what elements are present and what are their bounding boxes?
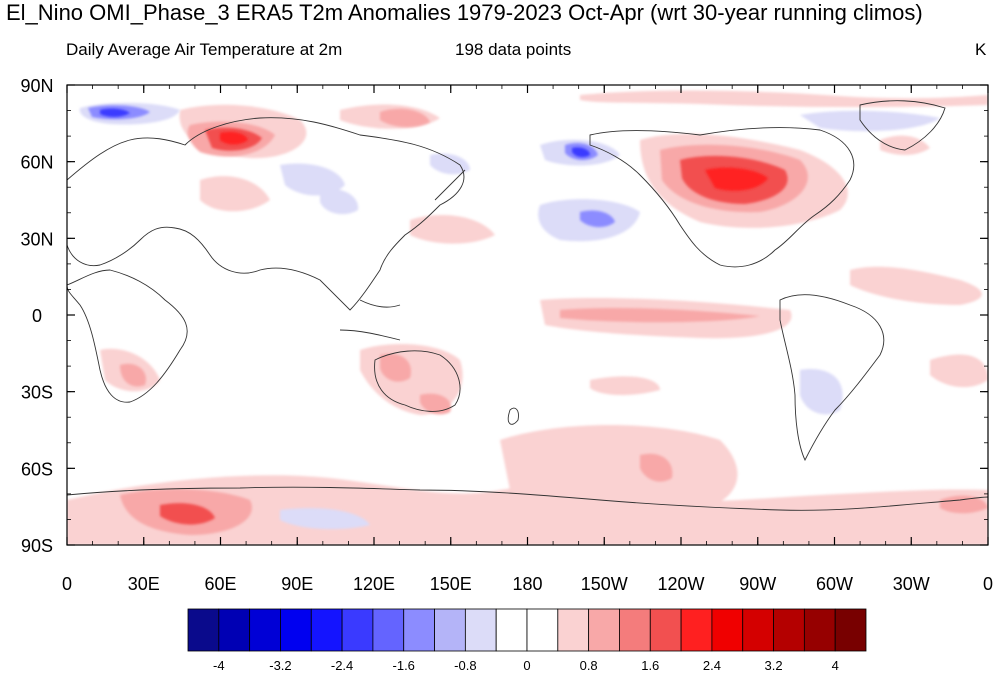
lat-label: 0 bbox=[32, 306, 42, 326]
lat-label: 30N bbox=[20, 229, 53, 249]
lon-label: 60E bbox=[204, 574, 236, 594]
colorbar-label: 2.4 bbox=[703, 658, 721, 673]
lat-label: 60S bbox=[21, 459, 53, 479]
colorbar-box bbox=[526, 608, 559, 652]
lon-label: 150W bbox=[581, 574, 628, 594]
colorbar-label: -1.6 bbox=[393, 658, 415, 673]
colorbar-box bbox=[464, 608, 497, 652]
colorbar-box bbox=[434, 608, 466, 652]
colorbar-box bbox=[218, 608, 251, 652]
colorbar-box bbox=[403, 608, 435, 652]
anomaly-field bbox=[67, 85, 988, 545]
coastlines bbox=[67, 100, 988, 511]
lat-label: 90S bbox=[21, 536, 53, 556]
colorbar-box bbox=[557, 608, 590, 652]
colorbar-box bbox=[495, 608, 528, 652]
colorbar-box bbox=[649, 608, 682, 652]
units-label: K bbox=[975, 40, 987, 59]
lon-label: 30E bbox=[128, 574, 160, 594]
lon-label: 120E bbox=[353, 574, 395, 594]
colorbar-box bbox=[680, 608, 713, 652]
longitude-axis: 0 30E 60E 90E 120E 150E 180 150W 120W 90W 60W 30W 0 bbox=[62, 85, 993, 594]
colorbar-label: -2.4 bbox=[331, 658, 353, 673]
colorbar-label: 4 bbox=[832, 658, 839, 673]
lon-label: 0 bbox=[62, 574, 72, 594]
lon-label: 180 bbox=[512, 574, 542, 594]
colorbar-label: 1.6 bbox=[641, 658, 659, 673]
colorbar-box bbox=[310, 608, 343, 652]
colorbar-box bbox=[803, 608, 836, 652]
lon-label: 0 bbox=[983, 574, 993, 594]
colorbar-box bbox=[187, 608, 220, 652]
lon-label: 150E bbox=[430, 574, 472, 594]
colorbar-label: 0.8 bbox=[580, 658, 598, 673]
lat-label: 90N bbox=[20, 76, 53, 96]
left-string: Daily Average Air Temperature at 2m bbox=[66, 40, 343, 59]
colorbar-box bbox=[619, 608, 651, 652]
center-string: 198 data points bbox=[455, 40, 572, 59]
colorbar-label: -4 bbox=[213, 658, 225, 673]
colorbar-label: 0 bbox=[523, 658, 530, 673]
lon-label: 120W bbox=[657, 574, 704, 594]
colorbar-label: 3.2 bbox=[765, 658, 783, 673]
colorbar-box bbox=[834, 608, 867, 652]
colorbar: -4 -3.2 -2.4 -1.6 -0.8 0 0.8 1.6 2.4 3.2 4 bbox=[187, 608, 867, 673]
colorbar-box bbox=[341, 608, 374, 652]
latitude-axis: 90N 60N 30N 0 30S 60S 90S bbox=[20, 76, 988, 556]
colorbar-box bbox=[773, 608, 805, 652]
figure-title: El_Nino OMI_Phase_3 ERA5 T2m Anomalies 1… bbox=[6, 0, 923, 25]
colorbar-box bbox=[588, 608, 620, 652]
lon-label: 60W bbox=[816, 574, 853, 594]
colorbar-box bbox=[372, 608, 405, 652]
colorbar-label: -3.2 bbox=[269, 658, 291, 673]
colorbar-box bbox=[742, 608, 774, 652]
colorbar-box bbox=[280, 608, 312, 652]
lon-label: 90W bbox=[739, 574, 776, 594]
lat-label: 30S bbox=[21, 383, 53, 403]
lon-label: 30W bbox=[893, 574, 930, 594]
colorbar-box bbox=[249, 608, 281, 652]
colorbar-label: -0.8 bbox=[454, 658, 476, 673]
colorbar-box bbox=[711, 608, 744, 652]
lon-label: 90E bbox=[281, 574, 313, 594]
lat-label: 60N bbox=[20, 153, 53, 173]
